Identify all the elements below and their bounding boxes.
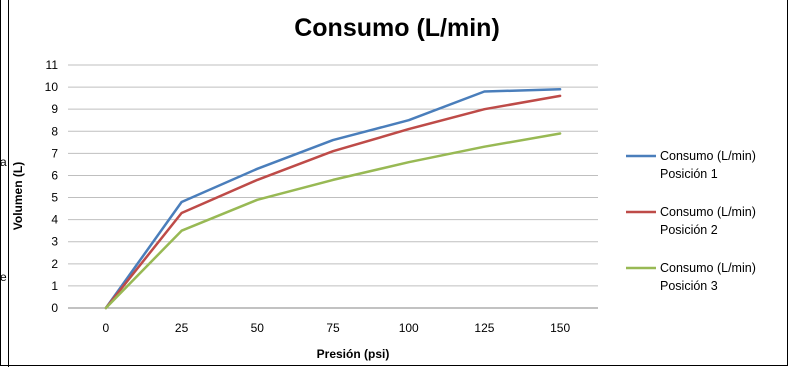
x-axis-label: Presión (psi) [317,347,390,361]
legend: Consumo (L/min) Posición 1 Consumo (L/min)… [626,149,756,293]
y-tick-label: 11 [46,58,59,72]
x-tick-label: 125 [474,321,494,335]
cropped-text-fragment: a [0,155,7,169]
gridlines [68,64,598,309]
y-axis-ticks: 0 1 2 3 4 5 6 7 8 9 10 11 [45,58,59,315]
left-border-strip [0,0,9,367]
y-tick-label: 9 [51,102,58,116]
x-axis-ticks: 0 25 50 75 100 125 150 [103,321,571,335]
x-tick-label: 75 [326,321,340,335]
y-tick-label: 4 [51,213,58,227]
y-tick-label: 6 [51,168,58,182]
y-tick-label: 2 [51,257,58,271]
legend-sublabel-2: Posición 2 [660,223,718,237]
series-line-1 [104,88,562,310]
y-tick-label: 10 [45,80,59,94]
y-tick-label: 1 [51,279,58,293]
series-lines [104,88,562,310]
y-tick-label: 5 [51,191,58,205]
legend-label-2: Consumo (L/min) [660,205,756,219]
y-tick-label: 3 [51,235,58,249]
y-tick-label: 8 [51,124,58,138]
x-tick-label: 25 [175,321,189,335]
cropped-text-fragment: e [0,270,7,284]
x-tick-label: 150 [550,321,570,335]
series-line-3 [104,132,562,310]
series-line-2 [104,94,562,310]
chart-title: Consumo (L/min) [294,14,500,42]
y-tick-label: 7 [51,146,58,160]
x-tick-label: 0 [103,321,110,335]
legend-sublabel-1: Posición 1 [660,167,718,181]
legend-label-1: Consumo (L/min) [660,149,756,163]
y-axis-label: Volumen (L) [11,162,25,230]
legend-sublabel-3: Posición 3 [660,279,718,293]
x-tick-label: 50 [251,321,265,335]
y-tick-label: 0 [51,301,58,315]
legend-label-3: Consumo (L/min) [660,261,756,275]
x-tick-label: 100 [399,321,419,335]
